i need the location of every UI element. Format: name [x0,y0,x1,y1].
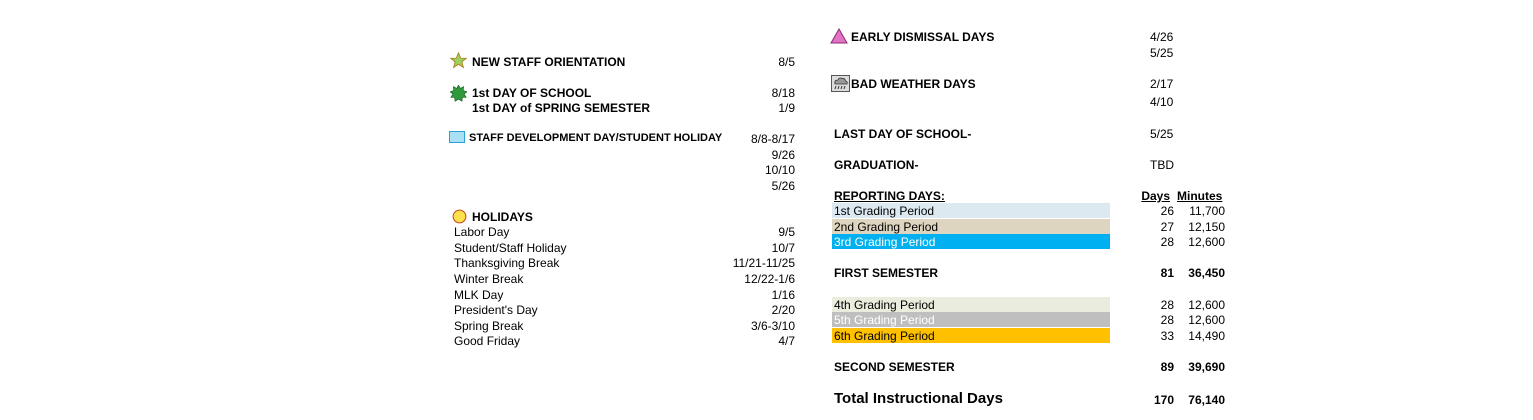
graduation-date: TBD [1150,158,1174,172]
grading-period-name: 3rd Grading Period [834,235,936,249]
bad-weather-date: 2/17 [1150,77,1174,91]
holiday-date: 2/20 [771,303,795,317]
holidays-label: HOLIDAYS [472,210,533,224]
days-column-header: Days [1141,189,1170,203]
total-days: 170 [1153,393,1174,407]
holiday-name: President's Day [454,303,538,317]
holiday-date: 4/7 [778,334,795,348]
storm-cloud-icon [831,75,850,92]
grading-period-minutes: 11,700 [1189,204,1225,218]
holiday-name: Good Friday [454,334,521,348]
grading-period-days: 26 [1160,204,1174,218]
second-semester-label: SECOND SEMESTER [834,360,955,374]
grading-period-minutes: 12,600 [1188,235,1225,249]
grading-period-band [832,203,1110,218]
holiday-name: Thanksgiving Break [454,256,560,270]
holiday-name: Student/Staff Holiday [454,241,567,255]
grading-period-band [832,234,1110,249]
first-semester-label: FIRST SEMESTER [834,266,939,280]
staff-dev-date: 9/26 [771,148,795,162]
grading-period-band [832,297,1110,312]
grading-period-days: 33 [1160,329,1174,343]
grading-period-minutes: 12,600 [1188,298,1225,312]
holiday-date: 11/21-11/25 [732,256,795,270]
light-blue-rectangle-icon [449,131,465,143]
bad-weather-date: 4/10 [1150,95,1174,109]
star-icon [450,52,467,69]
early-dismissal-date: 4/26 [1150,30,1174,44]
grading-period-days: 28 [1160,298,1174,312]
grading-period-minutes: 14,490 [1188,329,1225,343]
total-instructional-days-label: Total Instructional Days [834,390,1003,407]
grading-period-band [832,219,1110,234]
pink-triangle-icon [830,28,848,44]
early-dismissal-date: 5/25 [1150,46,1174,60]
reporting-days-heading: REPORTING DAYS: [834,189,945,203]
grading-period-band [832,328,1110,343]
staff-dev-date: 8/8-8/17 [750,132,795,146]
holiday-date: 1/16 [771,288,795,302]
grading-period-name: 5th Grading Period [834,313,935,327]
holiday-date: 9/5 [778,225,795,239]
grading-period-minutes: 12,600 [1188,313,1225,327]
last-day-label: LAST DAY OF SCHOOL- [834,127,972,141]
minutes-column-header: Minutes [1177,189,1223,203]
holiday-name: Spring Break [454,319,524,333]
spring-day-label: 1st DAY of SPRING SEMESTER [472,101,651,115]
total-minutes: 76,140 [1188,393,1225,407]
second-semester-days: 89 [1160,360,1174,374]
holiday-date: 12/22-1/6 [744,272,795,286]
grading-period-band [832,312,1110,327]
first-semester-minutes: 36,450 [1188,266,1225,280]
grading-period-name: 1st Grading Period [834,204,935,218]
holiday-date: 10/7 [771,241,795,255]
staff-dev-date: 5/26 [771,179,795,193]
grading-period-days: 27 [1160,220,1174,234]
spring-day-date: 1/9 [778,101,795,115]
grading-period-name: 4th Grading Period [834,298,935,312]
grading-period-minutes: 12,150 [1188,220,1225,234]
staff-dev-label: STAFF DEVELOPMENT DAY/STUDENT HOLIDAY [469,132,723,144]
orientation-date: 8/5 [778,55,795,69]
yellow-circle-icon [452,209,467,224]
holiday-date: 3/6-3/10 [750,319,795,333]
first-day-date: 8/18 [771,86,795,100]
early-dismissal-label: EARLY DISMISSAL DAYS [851,30,995,44]
sun-icon [450,85,467,102]
holiday-name: Winter Break [454,272,524,286]
first-semester-days: 81 [1160,266,1174,280]
second-semester-minutes: 39,690 [1188,360,1225,374]
grading-period-name: 6th Grading Period [834,329,935,343]
orientation-label: NEW STAFF ORIENTATION [472,55,626,69]
first-day-label: 1st DAY OF SCHOOL [472,86,592,100]
grading-period-name: 2nd Grading Period [834,220,939,234]
grading-period-days: 28 [1160,235,1174,249]
grading-period-days: 28 [1160,313,1174,327]
staff-dev-date: 10/10 [764,163,795,177]
last-day-date: 5/25 [1150,127,1174,141]
holiday-name: Labor Day [454,225,510,239]
holiday-name: MLK Day [454,288,504,302]
bad-weather-label: BAD WEATHER DAYS [851,77,976,91]
graduation-label: GRADUATION- [834,158,919,172]
